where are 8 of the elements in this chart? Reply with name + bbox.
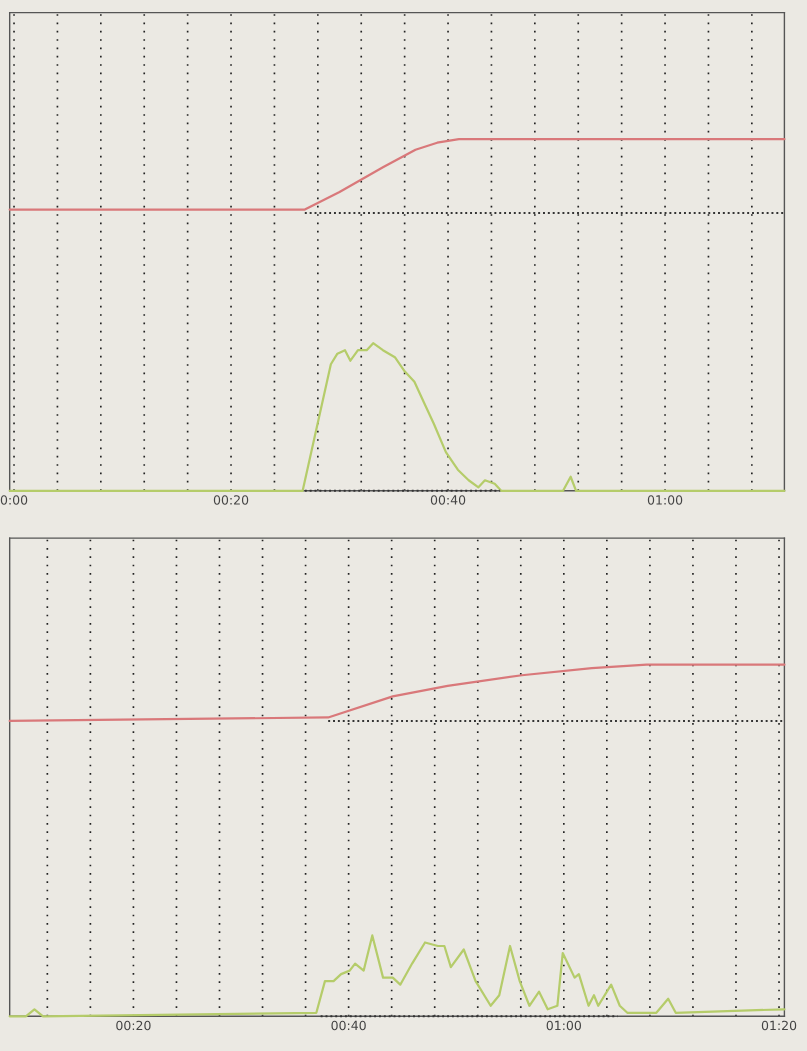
x-tick-label: 0:00 <box>0 495 28 505</box>
x-tick-label: 01:20 <box>761 1020 797 1031</box>
x-tick-label: 00:20 <box>116 1020 151 1031</box>
x-tick-label: 00:20 <box>213 495 249 505</box>
x-tick-label: 01:00 <box>546 1020 582 1031</box>
x-tick-label: 01:00 <box>647 495 683 505</box>
x-tick-label: 00:40 <box>430 495 466 505</box>
x-tick-label: 00:40 <box>331 1020 366 1031</box>
